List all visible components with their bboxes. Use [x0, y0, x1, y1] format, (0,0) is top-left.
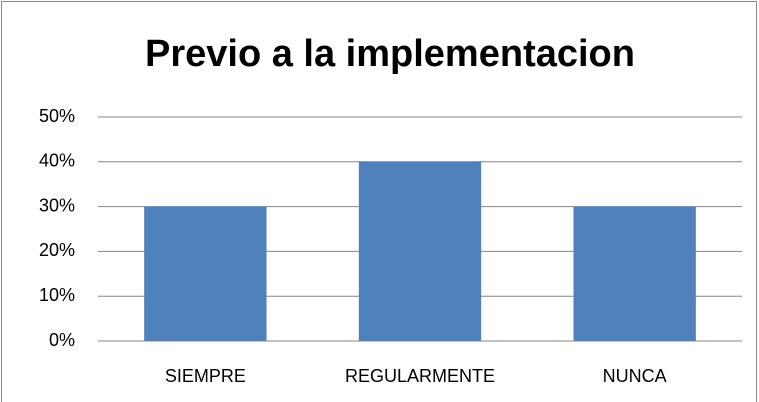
bar: [358, 161, 482, 341]
y-tick-label: 0%: [49, 330, 75, 350]
y-tick-label: 40%: [39, 151, 75, 171]
y-tick-label: 30%: [39, 195, 75, 215]
y-tick-label: 50%: [39, 106, 75, 126]
x-tick-label: NUNCA: [603, 366, 667, 386]
chart-title: Previo a la implementacion: [145, 33, 635, 75]
bar: [573, 206, 696, 341]
y-tick-label: 20%: [39, 240, 75, 260]
x-tick-label: REGULARMENTE: [345, 366, 495, 386]
x-tick-label: SIEMPRE: [165, 366, 246, 386]
y-tick-label: 10%: [39, 285, 75, 305]
bar: [144, 206, 267, 341]
